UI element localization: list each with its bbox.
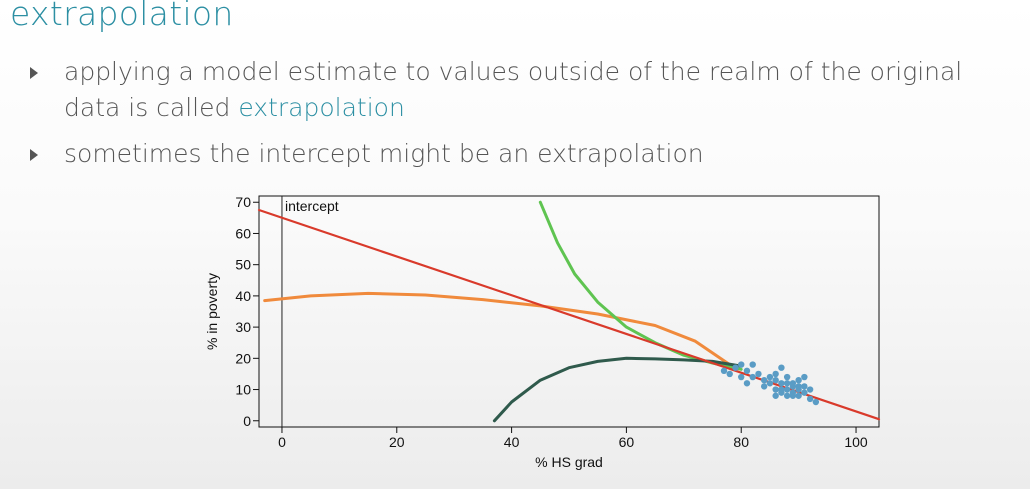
data-point: [743, 367, 751, 375]
x-tick-label: 60: [619, 434, 635, 450]
data-point: [801, 389, 808, 396]
series-layer: [257, 196, 881, 427]
data-point: [801, 383, 808, 390]
data-point: [795, 376, 802, 384]
data-point: [766, 373, 774, 381]
data-point: [749, 373, 756, 381]
y-tick-label: 50: [235, 257, 251, 273]
slide-title: extrapolation: [10, 0, 234, 33]
bullet-list: applying a model estimate to values outs…: [30, 54, 1024, 172]
data-point: [772, 392, 779, 399]
data-point: [778, 386, 785, 393]
y-tick-label: 60: [235, 225, 251, 241]
bullet-triangle-icon: [30, 67, 38, 79]
data-point: [789, 380, 797, 387]
x-tick-label: 80: [733, 434, 749, 450]
data-point: [789, 392, 797, 399]
data-point: [772, 386, 779, 393]
data-point: [760, 376, 768, 384]
x-tick-label: 20: [389, 434, 405, 450]
data-point: [795, 383, 802, 390]
bullet-text: sometimes the intercept might be an extr…: [64, 139, 704, 168]
regression-line: [257, 208, 881, 421]
data-point: [812, 398, 820, 406]
y-tick-label: 20: [235, 350, 251, 366]
data-point: [755, 370, 762, 378]
green-fit-curve: [538, 200, 743, 371]
data-point: [783, 380, 791, 387]
data-point: [720, 367, 728, 375]
data-point: [732, 364, 739, 371]
data-point: [783, 392, 791, 399]
dark-fit-curve: [492, 356, 743, 423]
y-tick-label: 70: [235, 194, 251, 210]
data-point: [806, 386, 814, 393]
bullet-text: applying a model estimate to values outs…: [64, 57, 963, 122]
y-tick-label: 10: [235, 382, 251, 398]
data-point: [806, 395, 814, 403]
bullet-intercept-note: sometimes the intercept might be an extr…: [30, 136, 1024, 172]
intercept-annotation: intercept: [285, 198, 339, 214]
axis-ticks: 0 20 40 60 80 100 0 10 20 30 40 50 60 70: [235, 194, 868, 450]
y-axis-label: % in poverty: [204, 273, 220, 350]
data-point: [783, 386, 791, 393]
x-tick-label: 0: [278, 434, 286, 450]
x-axis-label: % HS grad: [535, 454, 603, 470]
x-tick-label: 40: [504, 434, 520, 450]
data-point: [778, 364, 785, 371]
highlighted-term: extrapolation: [238, 93, 405, 122]
bullet-extrapolation-definition: applying a model estimate to values outs…: [30, 54, 1024, 126]
extrapolation-chart: 0 20 40 60 80 100 0 10 20 30 40 50 60 70 intercept % …: [204, 194, 881, 470]
data-point: [743, 380, 751, 387]
y-tick-label: 30: [235, 319, 251, 335]
data-point: [760, 383, 768, 390]
data-point: [766, 380, 774, 387]
orange-fit-curve: [263, 291, 732, 367]
data-point: [801, 373, 808, 381]
plot-frame: [258, 195, 880, 428]
data-point: [795, 392, 802, 399]
data-point: [749, 361, 756, 368]
data-point: [738, 361, 745, 368]
data-point: [738, 373, 745, 381]
y-tick-label: 40: [235, 288, 251, 304]
data-point: [778, 380, 785, 387]
data-point: [726, 370, 733, 378]
data-point: [783, 373, 791, 381]
x-tick-label: 100: [844, 434, 868, 450]
y-tick-label: 0: [243, 413, 251, 429]
data-point: [772, 376, 779, 384]
bullet-triangle-icon: [30, 149, 38, 161]
data-point: [772, 370, 779, 378]
